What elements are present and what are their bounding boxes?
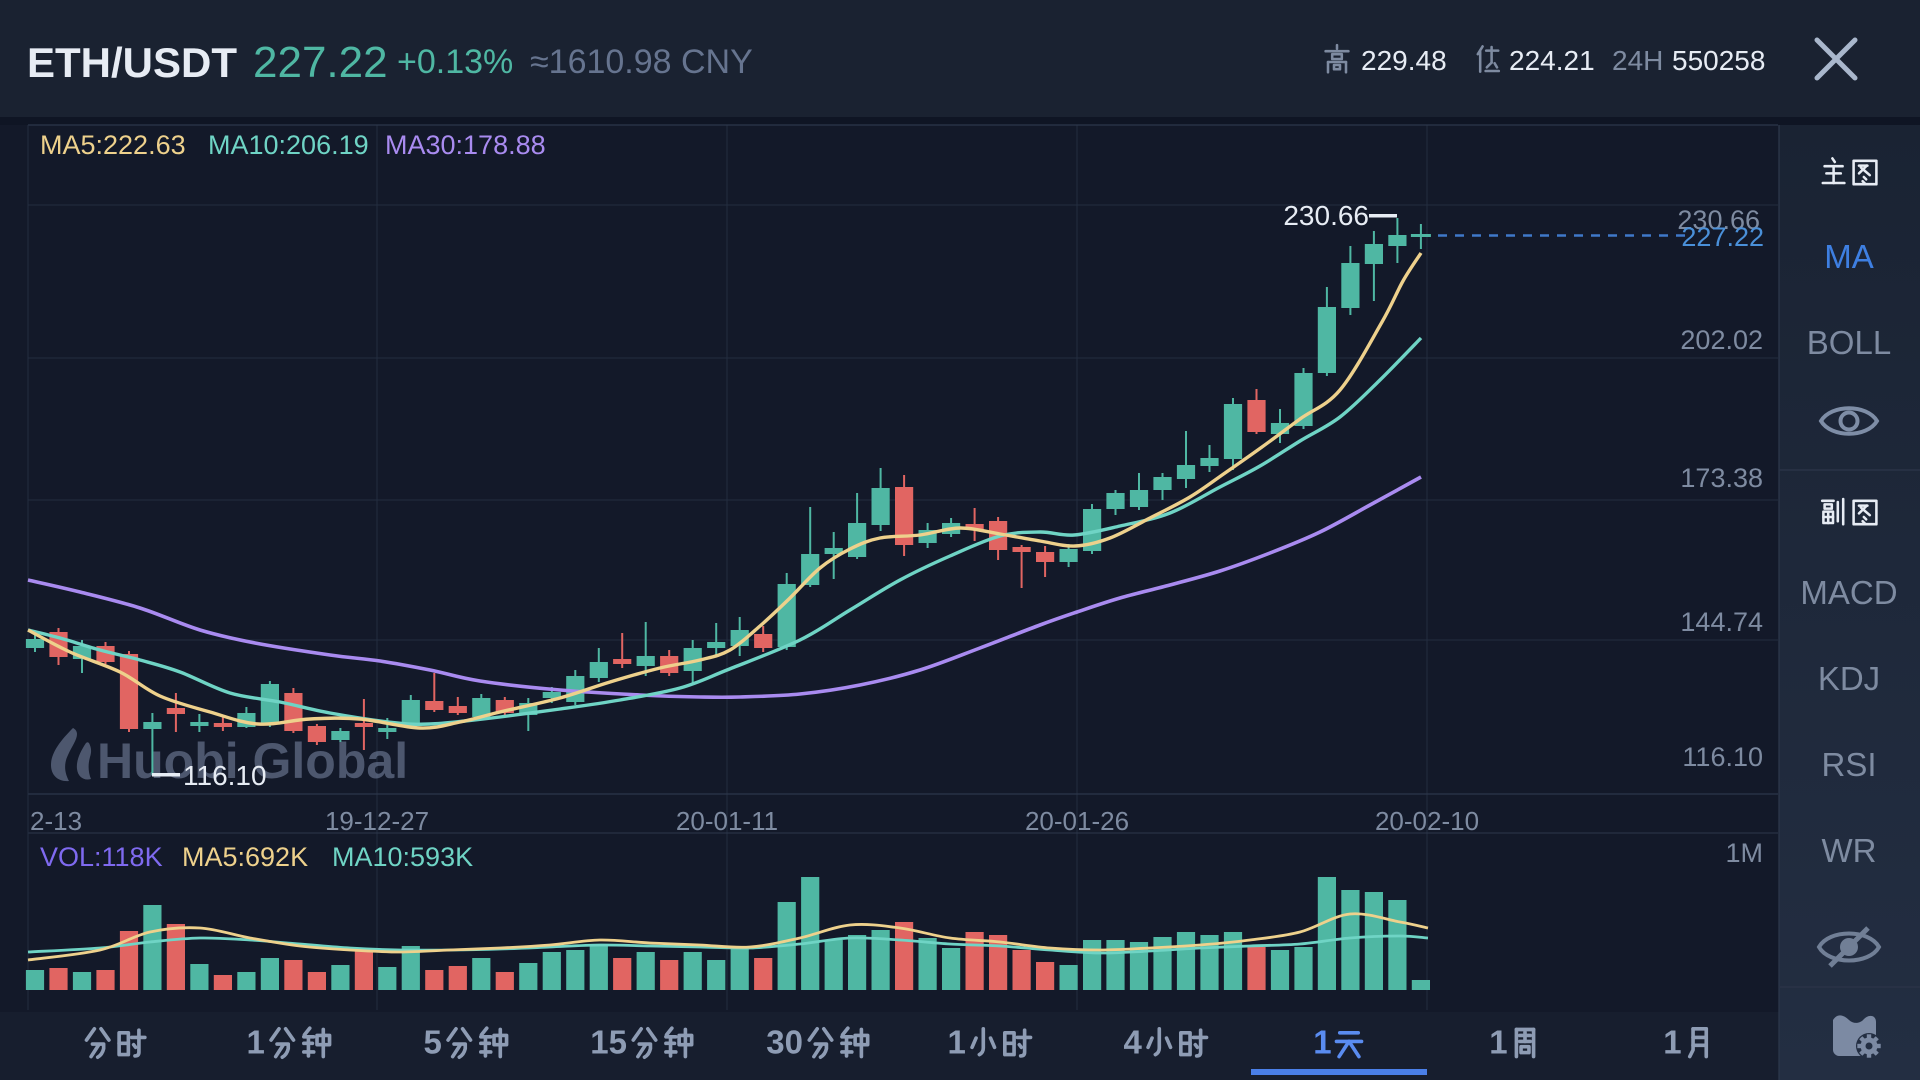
svg-text:+0.13%: +0.13% bbox=[397, 43, 513, 81]
svg-text:1: 1 bbox=[1663, 1024, 1681, 1061]
svg-text:1M: 1M bbox=[1725, 838, 1763, 868]
svg-text:Huobi Global: Huobi Global bbox=[97, 733, 408, 789]
svg-text:20-01-26: 20-01-26 bbox=[1025, 806, 1129, 836]
svg-text:MA10:593K: MA10:593K bbox=[332, 842, 473, 872]
svg-text:RSI: RSI bbox=[1821, 746, 1876, 783]
svg-text:MA10:206.19: MA10:206.19 bbox=[208, 130, 369, 160]
svg-text:1: 1 bbox=[1313, 1024, 1331, 1061]
svg-text:1: 1 bbox=[247, 1024, 265, 1061]
svg-text:30: 30 bbox=[766, 1024, 803, 1061]
svg-text:173.38: 173.38 bbox=[1680, 463, 1763, 493]
svg-text:202.02: 202.02 bbox=[1680, 325, 1763, 355]
svg-text:229.48: 229.48 bbox=[1361, 45, 1447, 76]
svg-text:2-13: 2-13 bbox=[30, 806, 82, 836]
svg-text:MACD: MACD bbox=[1800, 574, 1897, 611]
svg-text:144.74: 144.74 bbox=[1680, 607, 1763, 637]
svg-text:116.10: 116.10 bbox=[1682, 742, 1763, 772]
svg-text:19-12-27: 19-12-27 bbox=[325, 806, 429, 836]
svg-text:ETH/USDT: ETH/USDT bbox=[27, 39, 237, 86]
svg-text:227.22: 227.22 bbox=[1681, 222, 1764, 252]
svg-text:VOL:118K: VOL:118K bbox=[40, 842, 163, 872]
svg-text:1: 1 bbox=[1489, 1024, 1507, 1061]
svg-text:1: 1 bbox=[948, 1024, 966, 1061]
svg-text:230.66: 230.66 bbox=[1283, 200, 1369, 231]
svg-text:230.66: 230.66 bbox=[1677, 205, 1760, 235]
svg-text:4: 4 bbox=[1124, 1024, 1143, 1061]
svg-text:224.21: 224.21 bbox=[1509, 45, 1595, 76]
svg-text:WR: WR bbox=[1822, 832, 1877, 869]
svg-text:20-02-10: 20-02-10 bbox=[1375, 806, 1479, 836]
svg-text:550258: 550258 bbox=[1672, 45, 1765, 76]
svg-text:227.22: 227.22 bbox=[253, 38, 388, 87]
svg-text:MA: MA bbox=[1824, 238, 1874, 275]
svg-text:KDJ: KDJ bbox=[1818, 660, 1880, 697]
svg-text:24H: 24H bbox=[1612, 45, 1663, 76]
svg-text:≈1610.98 CNY: ≈1610.98 CNY bbox=[530, 43, 753, 81]
svg-text:5: 5 bbox=[424, 1024, 442, 1061]
svg-text:20-01-11: 20-01-11 bbox=[676, 806, 778, 836]
svg-text:15: 15 bbox=[590, 1024, 627, 1061]
svg-text:MA5:222.63: MA5:222.63 bbox=[40, 130, 186, 160]
svg-text:116.10: 116.10 bbox=[183, 760, 267, 791]
svg-text:MA5:692K: MA5:692K bbox=[182, 842, 308, 872]
svg-text:MA30:178.88: MA30:178.88 bbox=[385, 130, 546, 160]
svg-text:BOLL: BOLL bbox=[1807, 324, 1891, 361]
